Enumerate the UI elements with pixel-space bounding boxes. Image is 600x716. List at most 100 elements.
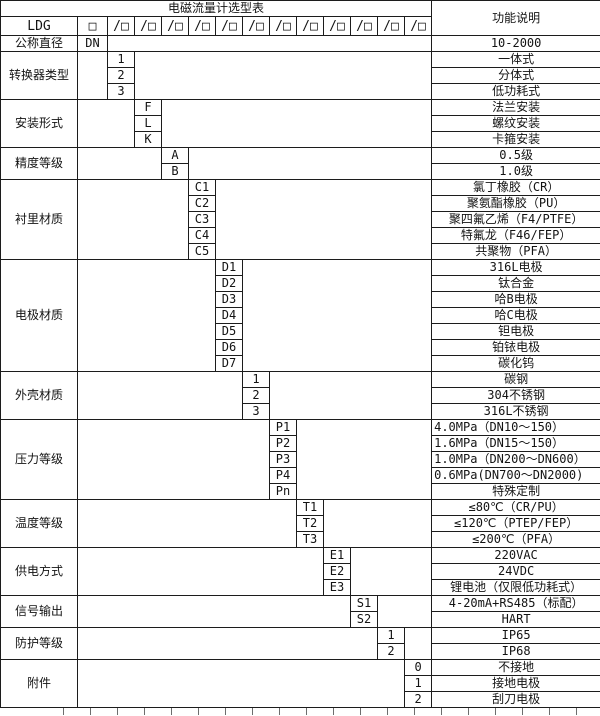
category-label: 防护等级 <box>0 627 78 660</box>
code-cell: 3 <box>242 403 270 420</box>
table-row: 公称直径 DN 10-2000 <box>0 35 600 52</box>
function-cell: 10-2000 <box>431 35 600 52</box>
table-row: E2 24VDC <box>1 563 600 580</box>
function-cell: ≤80℃（CR/PU） <box>431 499 600 516</box>
code-slot: /□ <box>215 16 243 36</box>
table-row: 外壳材质 1 碳钢 <box>0 371 600 420</box>
code-cell: 3 <box>107 83 135 100</box>
table-row: C3 聚四氟乙烯（F4/PTFE） <box>1 211 600 228</box>
code-cell: D6 <box>215 339 243 356</box>
function-cell: HART <box>431 611 600 628</box>
table-row: 温度等级 T1 ≤80℃（CR/PU） <box>0 499 600 548</box>
table-row: 安装形式 F 法兰安装 <box>0 99 600 148</box>
function-cell: 4-20mA+RS485（标配） <box>431 595 600 612</box>
function-cell: 316L不锈钢 <box>431 403 600 420</box>
table-row: 电极材质 D1 316L电极 <box>0 259 600 372</box>
function-cell: 0.6MPa(DN700～DN2000) <box>431 467 600 484</box>
table-row: 信号输出 S1 4-20mA+RS485（标配） <box>0 595 600 628</box>
code-cell: D3 <box>215 291 243 308</box>
function-cell: 24VDC <box>431 563 600 580</box>
code-cell: T2 <box>296 515 324 532</box>
code-cell: P2 <box>269 435 297 452</box>
table-row: D7 碳化钨 <box>1 355 600 372</box>
function-cell: 铂铱电极 <box>431 339 600 356</box>
function-cell: 1.6MPa（DN15～150） <box>431 435 600 452</box>
code-cell: C2 <box>188 195 216 212</box>
function-cell: ≤200℃（PFA） <box>431 531 600 548</box>
table-row: 衬里材质 C1 氯丁橡胶（CR） <box>0 179 600 260</box>
table-row: P2 1.6MPa（DN15～150） <box>1 435 600 452</box>
category-label: 精度等级 <box>0 147 78 180</box>
function-cell: 一体式 <box>431 51 600 68</box>
filler-left <box>77 179 189 260</box>
code-cell: S2 <box>350 611 378 628</box>
category-label: 压力等级 <box>0 419 78 500</box>
function-cell: 1.0MPa（DN200～DN600） <box>431 451 600 468</box>
code-cell: 2 <box>242 387 270 404</box>
code-cell: C4 <box>188 227 216 244</box>
filler-right <box>268 371 433 420</box>
filler-right <box>322 499 433 548</box>
function-column-header: 功能说明 <box>431 0 600 36</box>
code-cell: P1 <box>269 419 297 436</box>
filler-left <box>77 547 324 596</box>
filler-left <box>77 659 405 708</box>
code-cell: C1 <box>188 179 216 196</box>
filler-right <box>403 627 433 660</box>
code-cell: E3 <box>323 579 351 596</box>
function-cell: 聚氨酯橡胶（PU） <box>431 195 600 212</box>
table-row: 3 低功耗式 <box>1 83 600 100</box>
code-cell: D5 <box>215 323 243 340</box>
title-row: 电磁流量计选型表 功能说明 <box>0 0 600 36</box>
function-cell: IP68 <box>431 643 600 660</box>
code-cell: 2 <box>403 691 433 708</box>
code-slot: /□ <box>377 16 405 36</box>
code-cell: C3 <box>188 211 216 228</box>
function-cell: 4.0MPa（DN10～150） <box>431 419 600 436</box>
table-row: 2 IP68 <box>1 643 600 660</box>
code-slot: /□ <box>107 16 135 36</box>
function-cell: 卡箍安装 <box>431 131 600 148</box>
table-row: D5 钽电极 <box>1 323 600 340</box>
code-cell: D7 <box>215 355 243 372</box>
filler-right <box>187 147 433 180</box>
code-slot: /□ <box>323 16 351 36</box>
table-title: 电磁流量计选型表 <box>0 0 433 17</box>
function-cell: 低功耗式 <box>431 83 600 100</box>
code-cell: P3 <box>269 451 297 468</box>
function-cell: 哈C电极 <box>431 307 600 324</box>
code-cell: DN <box>77 35 108 52</box>
function-cell: 刮刀电极 <box>431 691 600 708</box>
category-label: 公称直径 <box>0 35 78 52</box>
code-cell: Pn <box>269 483 297 500</box>
code-cell: 1 <box>403 675 433 692</box>
function-cell: 螺纹安装 <box>431 115 600 132</box>
code-slot: /□ <box>188 16 216 36</box>
function-cell: 氯丁橡胶（CR） <box>431 179 600 196</box>
table-row: 附件 0 不接地 <box>0 659 600 708</box>
filler-left <box>77 147 162 180</box>
code-slot: /□ <box>134 16 162 36</box>
filler-left <box>77 595 351 628</box>
function-cell: 304不锈钢 <box>431 387 600 404</box>
category-label: 附件 <box>0 659 78 708</box>
category-label: 电极材质 <box>0 259 78 372</box>
function-cell: 锂电池（仅限低功耗式） <box>431 579 600 596</box>
table-row: 转换器类型 1 一体式 <box>0 51 600 100</box>
table-row: 精度等级 A 0.5级 <box>0 147 600 180</box>
code-cell: 1 <box>107 51 135 68</box>
code-slot: /□ <box>242 16 270 36</box>
function-cell: 0.5级 <box>431 147 600 164</box>
function-cell: 法兰安装 <box>431 99 600 116</box>
function-cell: 1.0级 <box>431 163 600 180</box>
code-cell: T3 <box>296 531 324 548</box>
table-row: 供电方式 E1 220VAC <box>0 547 600 596</box>
filler-left <box>77 259 216 372</box>
function-cell: 哈B电极 <box>431 291 600 308</box>
code-cell: T1 <box>296 499 324 516</box>
code-cell: 1 <box>377 627 405 644</box>
function-cell: 220VAC <box>431 547 600 564</box>
code-cell: S1 <box>350 595 378 612</box>
